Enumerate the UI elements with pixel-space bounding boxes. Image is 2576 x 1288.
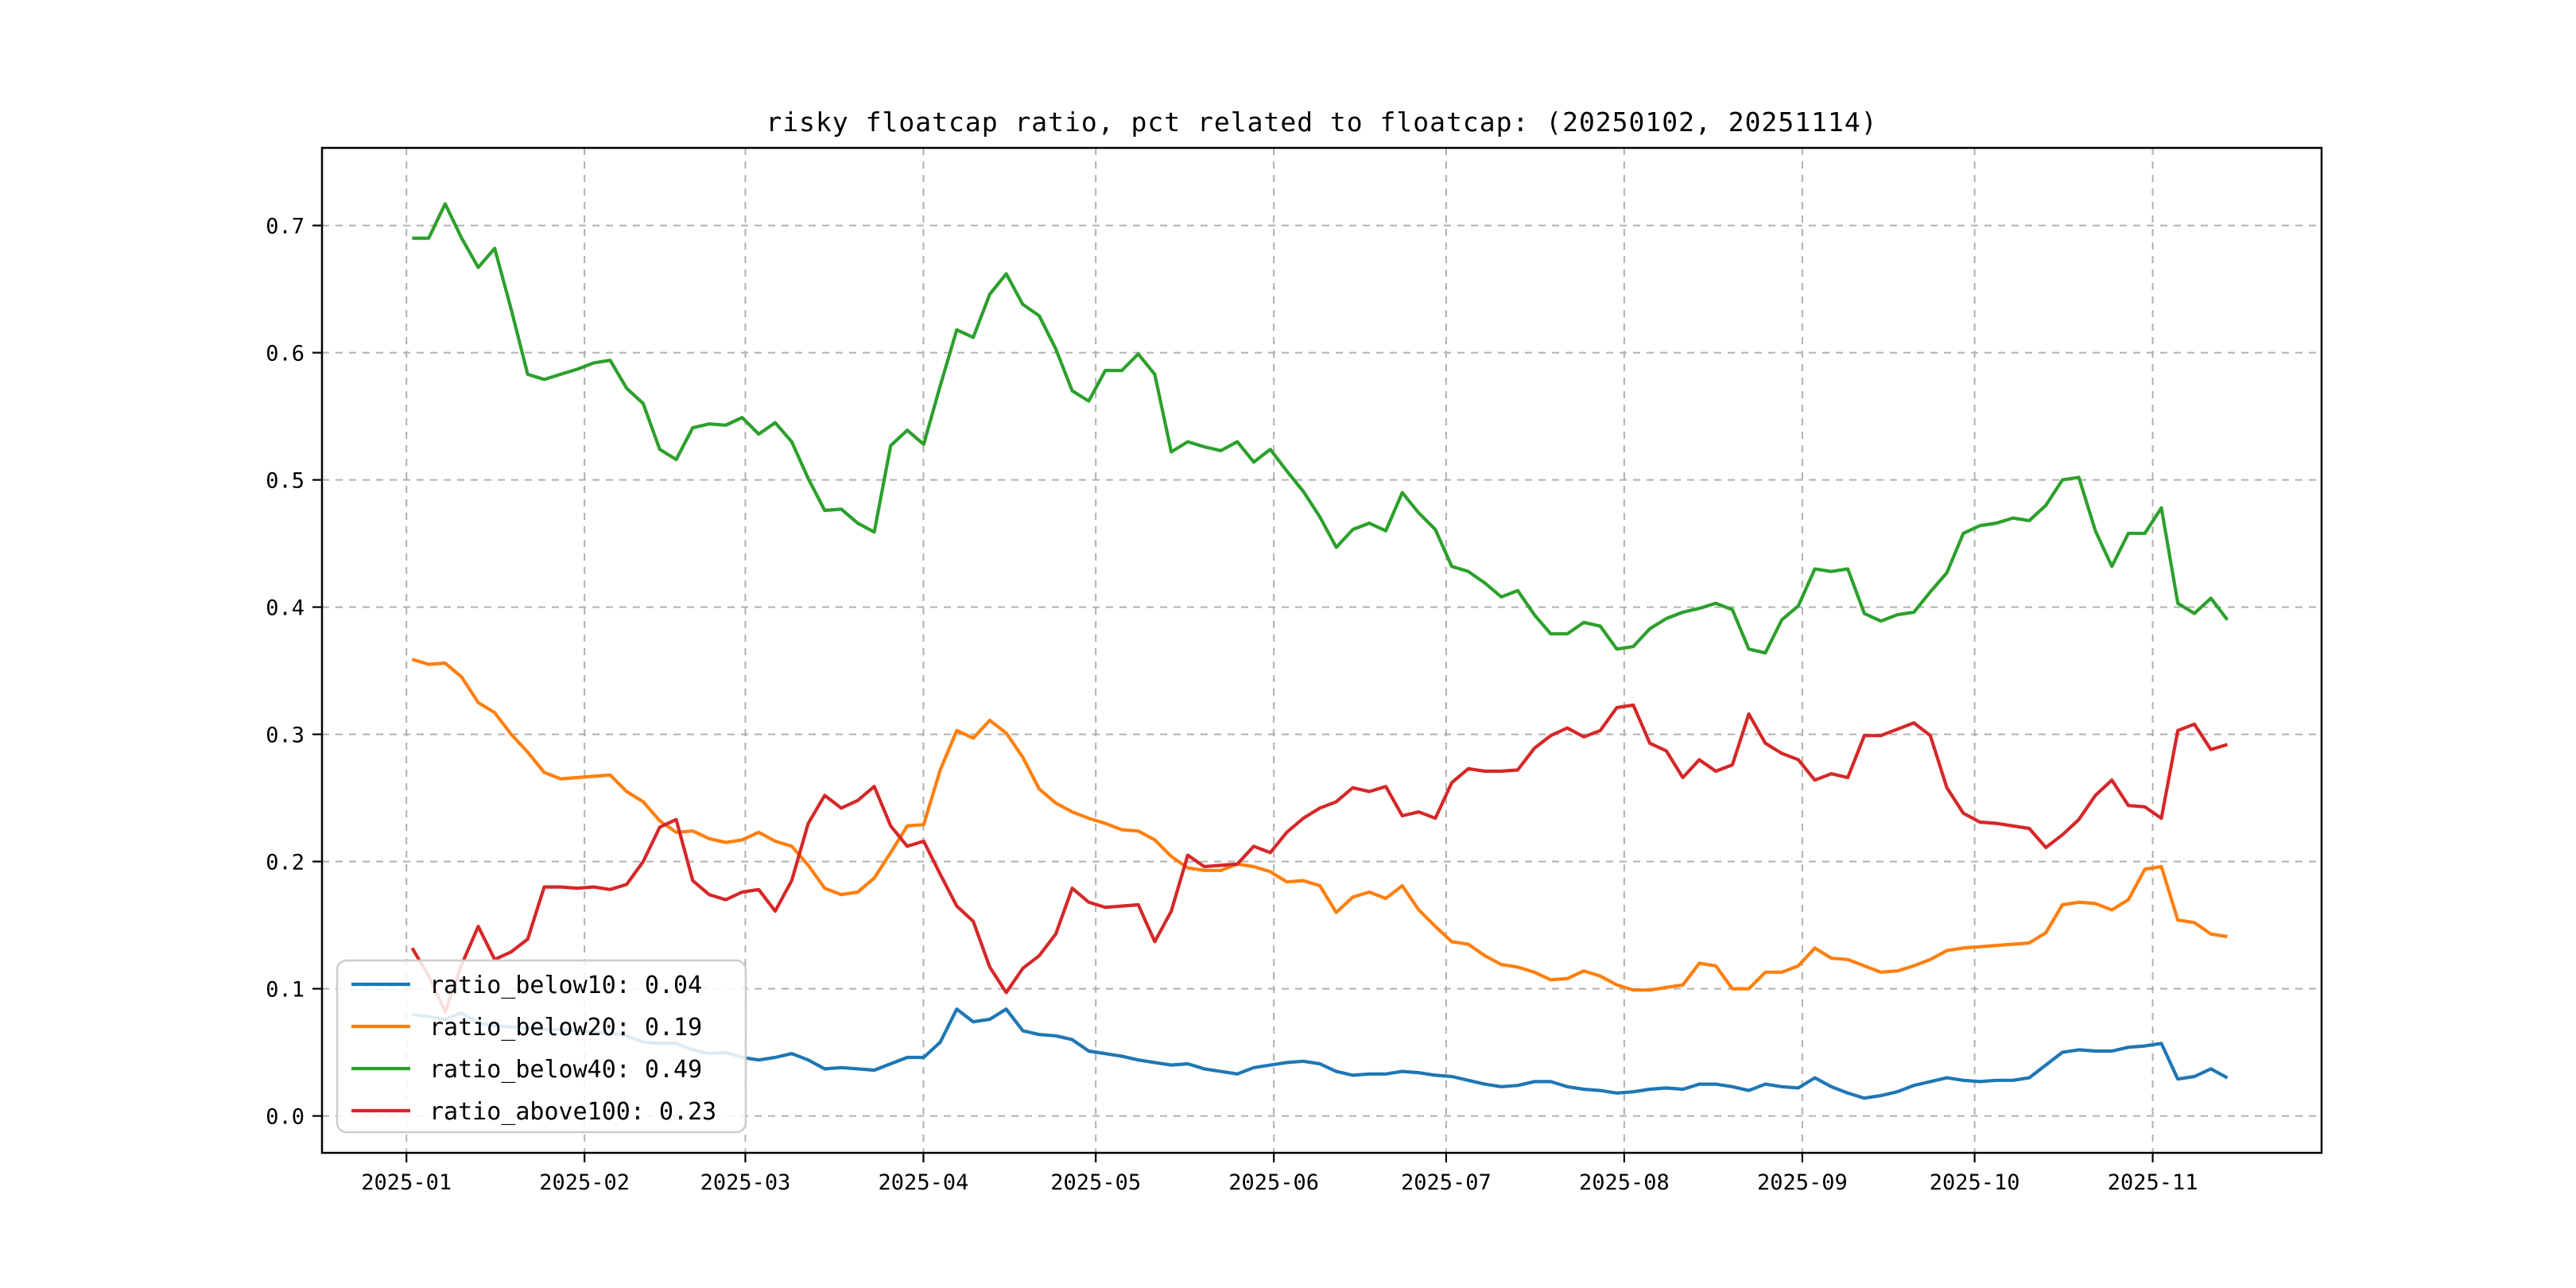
x-tick-label: 2025-03 xyxy=(700,1170,791,1195)
legend-box xyxy=(336,959,747,1134)
chart-title: risky floatcap ratio, pct related to flo… xyxy=(766,107,1878,138)
x-tick-label: 2025-04 xyxy=(879,1170,969,1195)
legend-label: ratio_below40: 0.49 xyxy=(429,1056,702,1084)
x-tick-label: 2025-11 xyxy=(2108,1170,2198,1195)
y-tick-label: 0.7 xyxy=(266,215,305,239)
y-tick-label: 0.6 xyxy=(266,342,305,367)
series-line-ratio_above100 xyxy=(410,703,2229,1014)
plot-border xyxy=(320,146,2323,1154)
x-tick-label: 2025-01 xyxy=(361,1170,452,1195)
x-tick-label: 2025-06 xyxy=(1228,1170,1319,1195)
y-tick-label: 0.1 xyxy=(266,978,305,1003)
x-tick-label: 2025-05 xyxy=(1050,1170,1141,1195)
x-tick-label: 2025-10 xyxy=(1930,1170,2020,1195)
x-tick-label: 2025-02 xyxy=(539,1170,630,1195)
legend: ratio_below10: 0.04 ratio_below20: 0.19 ra… xyxy=(336,959,747,1134)
legend-label: ratio_below20: 0.19 xyxy=(429,1014,702,1042)
legend-label: ratio_above100: 0.23 xyxy=(429,1098,716,1126)
x-tick-label: 2025-07 xyxy=(1401,1170,1492,1195)
y-tick-label: 0.2 xyxy=(266,851,305,875)
x-tick-label: 2025-09 xyxy=(1757,1170,1848,1195)
legend-label: ratio_below10: 0.04 xyxy=(429,972,702,999)
y-tick-label: 0.5 xyxy=(266,469,305,494)
y-tick-label: 0.0 xyxy=(266,1105,305,1130)
series-line-ratio_below20 xyxy=(411,658,2228,992)
y-tick-label: 0.3 xyxy=(266,724,305,748)
series-line-ratio_below40 xyxy=(412,202,2229,655)
y-tick-label: 0.4 xyxy=(266,596,305,621)
x-tick-label: 2025-08 xyxy=(1579,1170,1670,1195)
